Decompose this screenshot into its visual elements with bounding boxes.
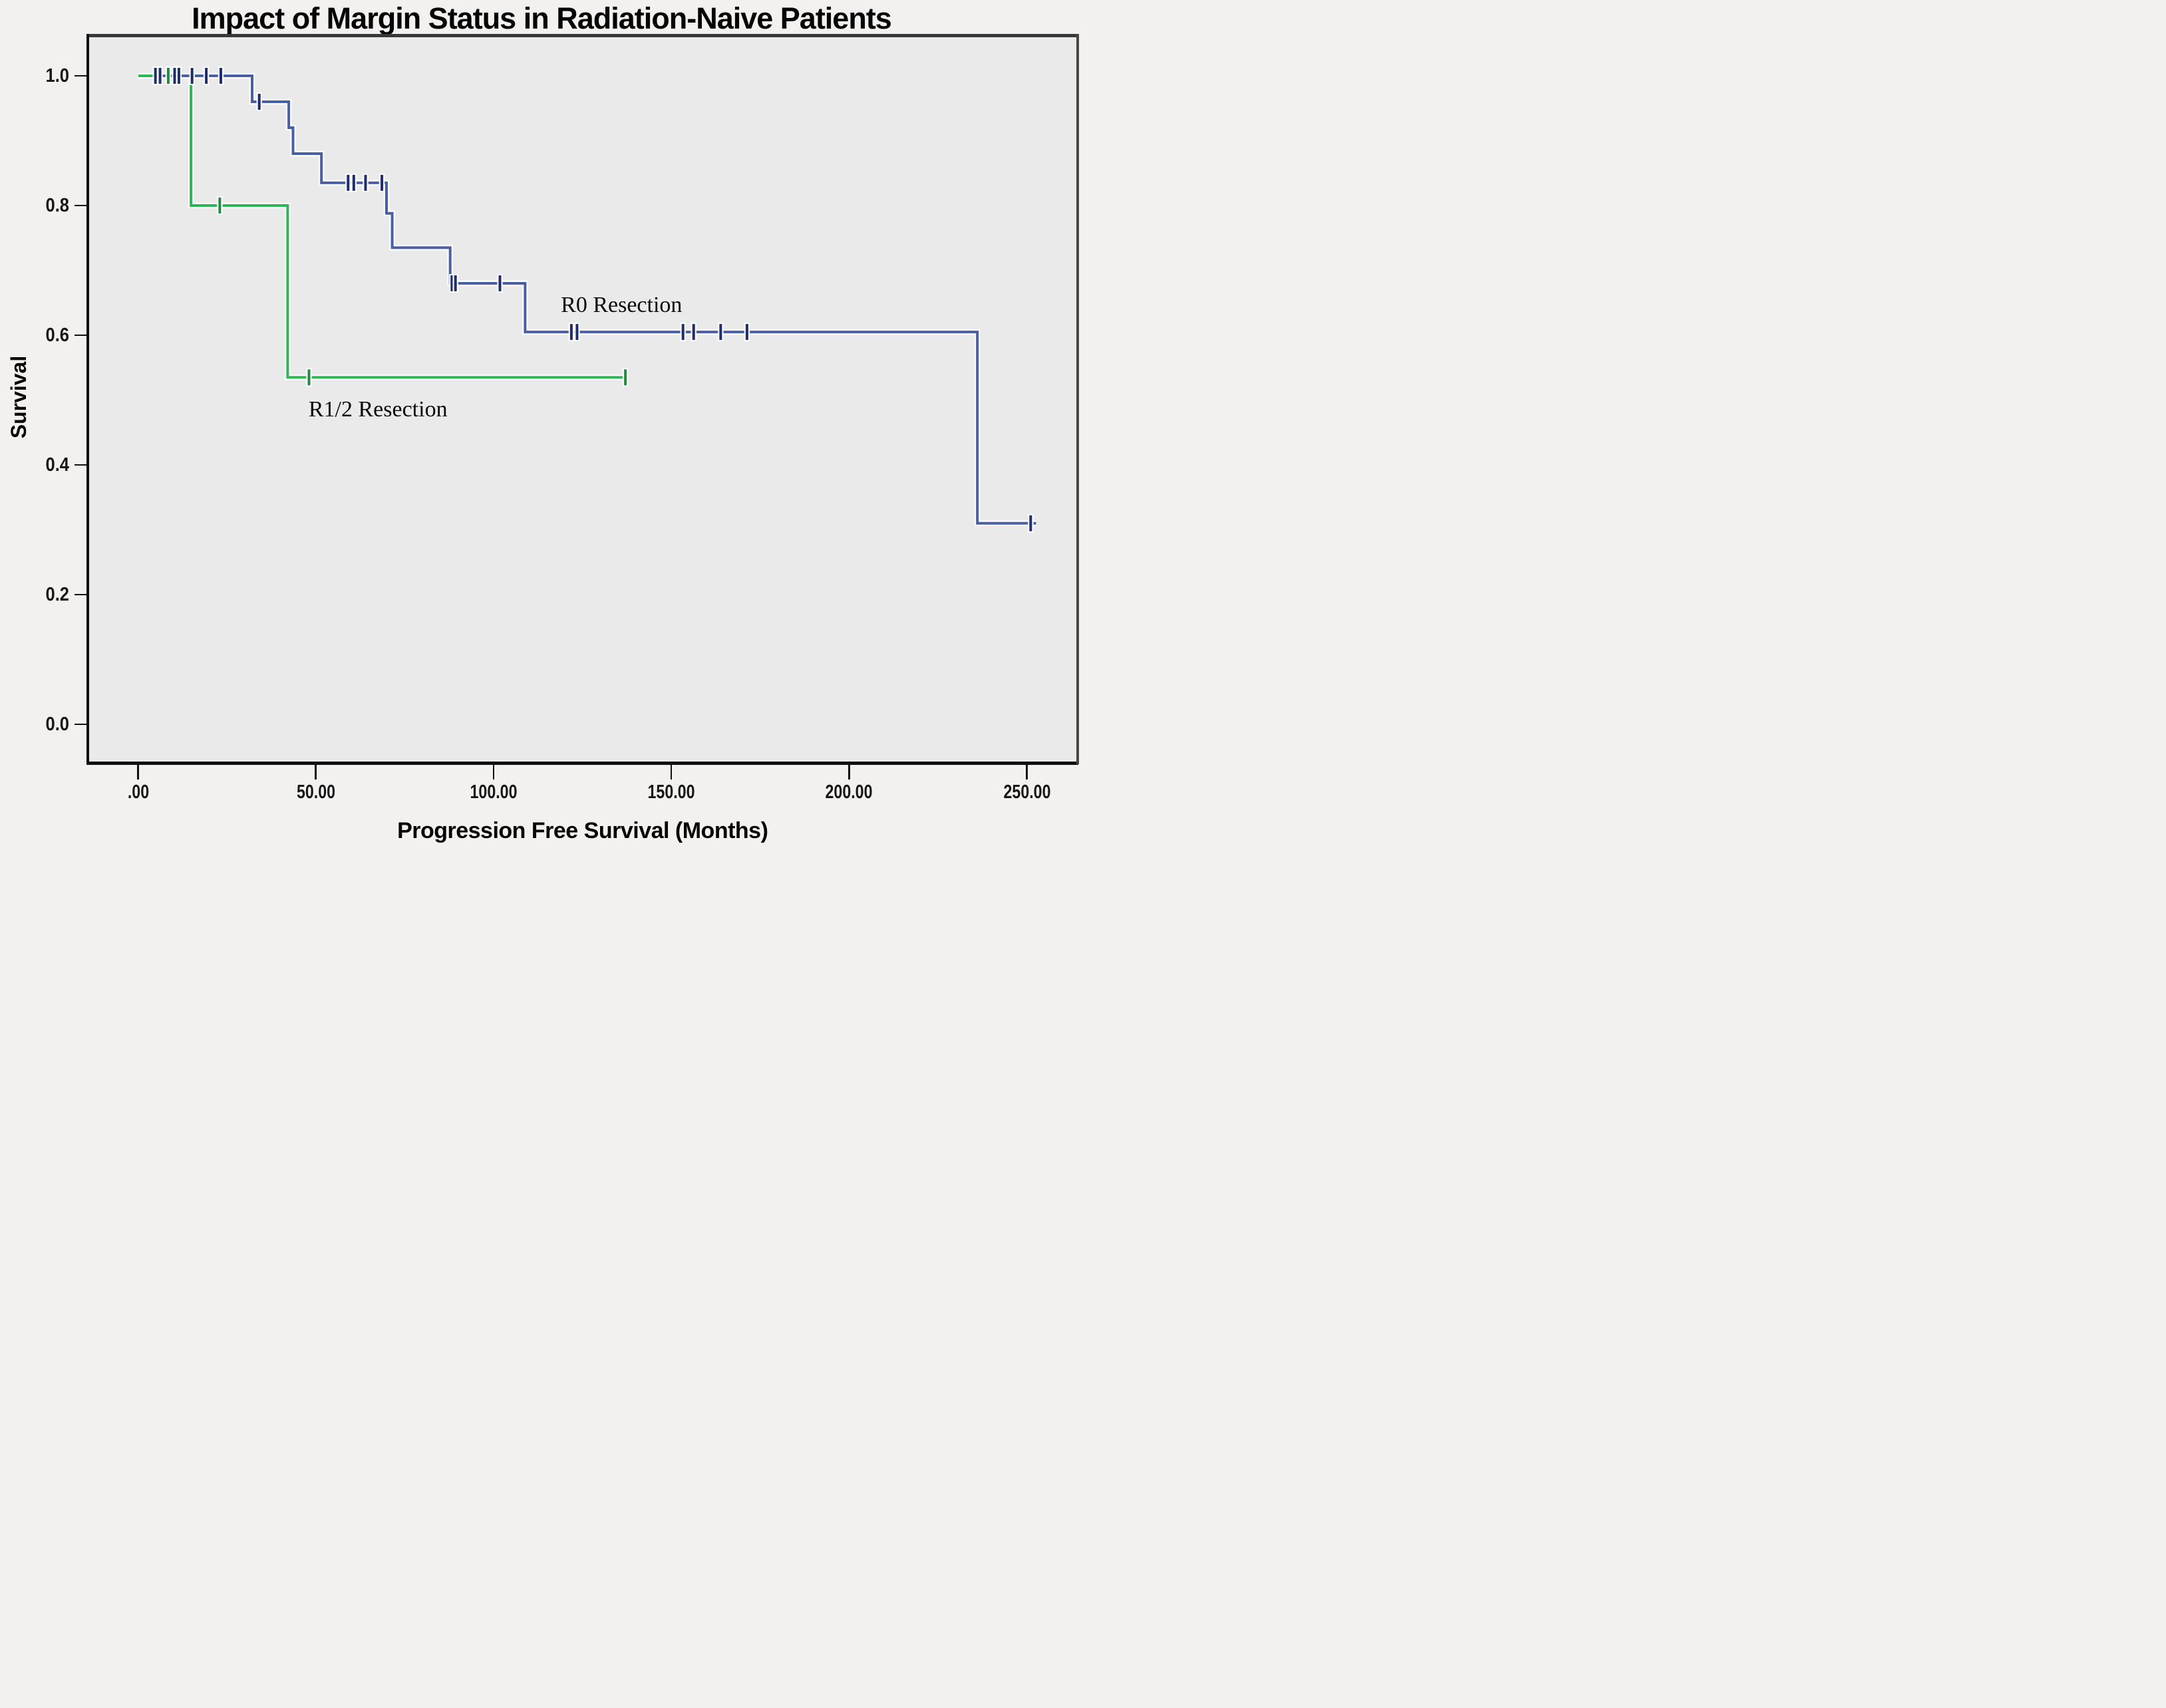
x-tick-label: 200.00 (825, 782, 873, 803)
x-axis-title: Progression Free Survival (Months) (397, 818, 768, 843)
survival-curves (138, 67, 1036, 533)
y-tick-label: 0.2 (45, 584, 69, 605)
series-label-r0-resection: R0 Resection (561, 293, 683, 318)
x-tick-mark (137, 765, 139, 780)
plot-border-right (1076, 34, 1079, 764)
plot-border-bottom (86, 762, 1078, 765)
x-tick-label: 100.00 (470, 782, 518, 803)
x-tick-mark (1026, 765, 1028, 780)
x-tick-label: 250.00 (1003, 782, 1050, 803)
kaplan-meier-chart: Impact of Margin Status in Radiation-Nai… (0, 0, 1083, 854)
y-axis-title: Survival (7, 355, 31, 439)
plot-border-left (86, 34, 89, 764)
y-tick-mark (75, 593, 86, 596)
plot-border-top (86, 34, 1078, 37)
y-tick-label: 0.4 (45, 454, 69, 476)
y-tick-label: 0.8 (45, 195, 69, 216)
x-tick-mark (848, 765, 850, 780)
plot-area (88, 37, 1076, 762)
y-tick-label: 1.0 (45, 65, 69, 86)
y-tick-mark (75, 723, 86, 726)
x-tick-label: 150.00 (647, 782, 695, 803)
y-tick-mark (75, 334, 86, 337)
y-tick-mark (75, 464, 86, 466)
y-tick-label: 0.6 (45, 325, 69, 346)
chart-title: Impact of Margin Status in Radiation-Nai… (192, 1, 892, 35)
x-tick-mark (670, 765, 673, 780)
x-tick-mark (492, 765, 495, 780)
r0-resection-curve (138, 74, 1036, 525)
x-tick-mark (315, 765, 317, 780)
y-tick-mark (75, 204, 86, 207)
x-tick-label: 50.00 (296, 782, 335, 803)
y-tick-label: 0.0 (45, 714, 69, 735)
x-tick-label: .00 (127, 782, 149, 803)
series-label-r1-2-resection: R1/2 Resection (308, 397, 448, 422)
y-tick-mark (75, 74, 86, 77)
